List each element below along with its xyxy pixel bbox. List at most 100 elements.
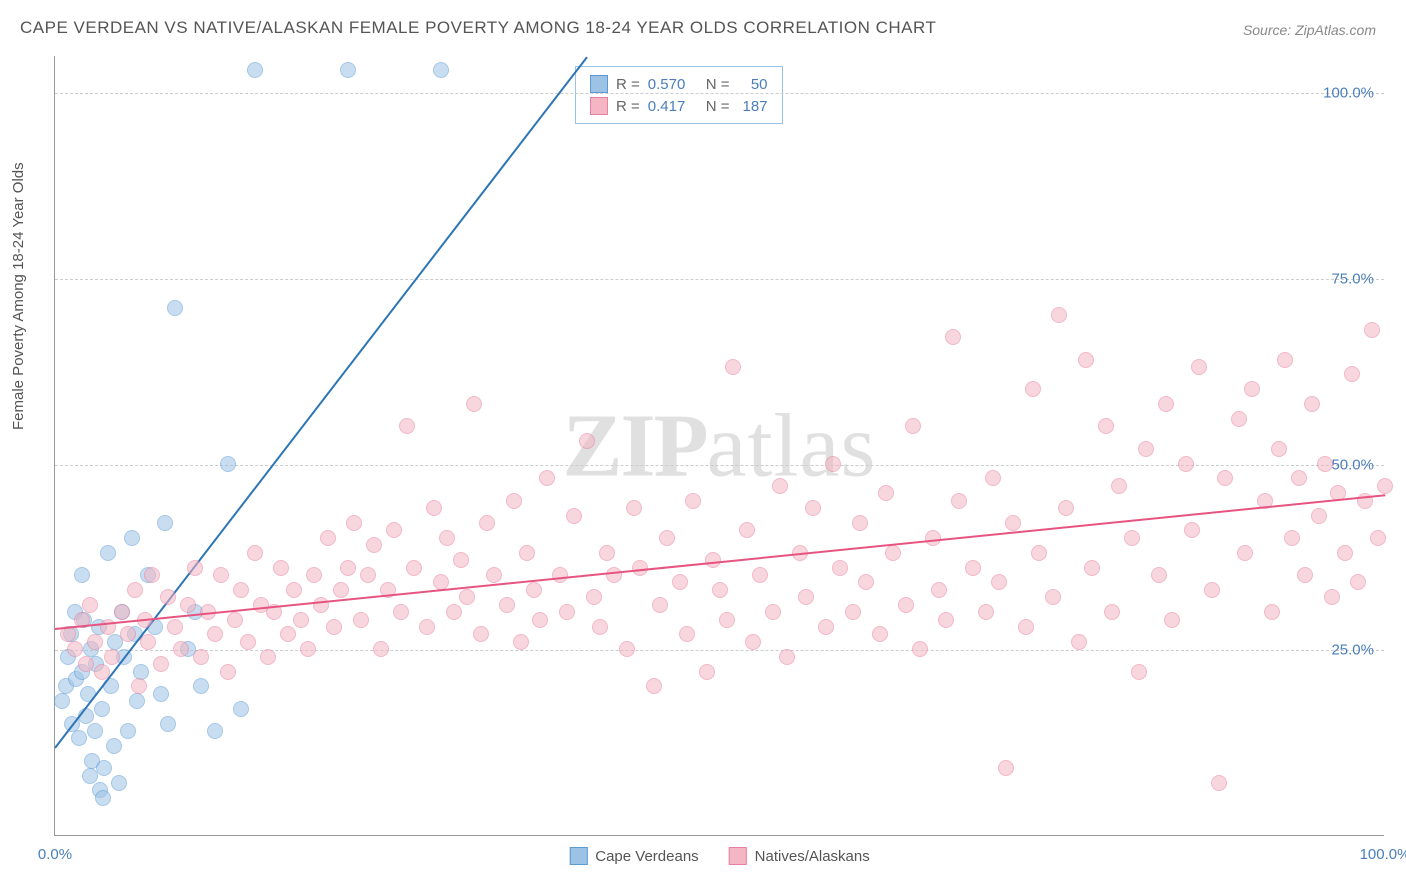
data-point <box>207 723 223 739</box>
data-point <box>220 664 236 680</box>
data-point <box>167 619 183 635</box>
data-point <box>1297 567 1313 583</box>
data-point <box>87 634 103 650</box>
data-point <box>699 664 715 680</box>
data-point <box>1151 567 1167 583</box>
data-point <box>306 567 322 583</box>
data-point <box>233 701 249 717</box>
legend-swatch <box>590 75 608 93</box>
chart-title: CAPE VERDEAN VS NATIVE/ALASKAN FEMALE PO… <box>20 18 936 38</box>
data-point <box>140 634 156 650</box>
data-point <box>1304 396 1320 412</box>
data-point <box>1051 307 1067 323</box>
data-point <box>599 545 615 561</box>
data-point <box>82 768 98 784</box>
data-point <box>712 582 728 598</box>
data-point <box>532 612 548 628</box>
data-point <box>466 396 482 412</box>
data-point <box>938 612 954 628</box>
data-point <box>1164 612 1180 628</box>
r-label: R = <box>616 76 640 93</box>
y-tick-label: 100.0% <box>1323 85 1374 102</box>
data-point <box>187 560 203 576</box>
data-point <box>978 604 994 620</box>
data-point <box>94 701 110 717</box>
series-legend: Cape VerdeansNatives/Alaskans <box>569 847 869 865</box>
data-point <box>925 530 941 546</box>
data-point <box>931 582 947 598</box>
legend-swatch <box>729 847 747 865</box>
data-point <box>207 626 223 642</box>
data-point <box>945 329 961 345</box>
legend-swatch <box>590 97 608 115</box>
data-point <box>1098 418 1114 434</box>
data-point <box>473 626 489 642</box>
source-attribution: Source: ZipAtlas.com <box>1243 22 1376 38</box>
data-point <box>1031 545 1047 561</box>
data-point <box>193 678 209 694</box>
data-point <box>1271 441 1287 457</box>
data-point <box>818 619 834 635</box>
data-point <box>652 597 668 613</box>
data-point <box>1178 456 1194 472</box>
data-point <box>286 582 302 598</box>
data-point <box>340 62 356 78</box>
y-tick-label: 25.0% <box>1331 642 1374 659</box>
data-point <box>313 597 329 613</box>
data-point <box>160 716 176 732</box>
data-point <box>526 582 542 598</box>
data-point <box>386 522 402 538</box>
data-point <box>280 626 296 642</box>
data-point <box>153 686 169 702</box>
data-point <box>233 582 249 598</box>
data-point <box>1311 508 1327 524</box>
n-label: N = <box>706 76 730 93</box>
data-point <box>340 560 356 576</box>
data-point <box>858 574 874 590</box>
data-point <box>459 589 475 605</box>
data-point <box>1244 381 1260 397</box>
data-point <box>453 552 469 568</box>
r-value: 0.570 <box>648 76 698 93</box>
data-point <box>129 693 145 709</box>
data-point <box>133 664 149 680</box>
trend-line <box>55 494 1385 630</box>
data-point <box>1124 530 1140 546</box>
r-value: 0.417 <box>648 98 698 115</box>
data-point <box>240 634 256 650</box>
data-point <box>167 300 183 316</box>
source-value: ZipAtlas.com <box>1295 22 1376 38</box>
data-point <box>1350 574 1366 590</box>
data-point <box>193 649 209 665</box>
data-point <box>685 493 701 509</box>
data-point <box>1045 589 1061 605</box>
data-point <box>320 530 336 546</box>
data-point <box>752 567 768 583</box>
data-point <box>71 730 87 746</box>
gridline <box>55 93 1384 94</box>
data-point <box>586 589 602 605</box>
data-point <box>772 478 788 494</box>
y-tick-label: 50.0% <box>1331 456 1374 473</box>
data-point <box>805 500 821 516</box>
legend-stat-row: R =0.417N =187 <box>590 95 768 117</box>
data-point <box>852 515 868 531</box>
data-point <box>1324 589 1340 605</box>
watermark: ZIPatlas <box>563 394 877 497</box>
data-point <box>333 582 349 598</box>
trend-line <box>54 56 588 748</box>
data-point <box>1071 634 1087 650</box>
data-point <box>506 493 522 509</box>
data-point <box>180 597 196 613</box>
data-point <box>1078 352 1094 368</box>
data-point <box>1284 530 1300 546</box>
data-point <box>399 418 415 434</box>
data-point <box>393 604 409 620</box>
data-point <box>479 515 495 531</box>
data-point <box>346 515 362 531</box>
data-point <box>912 641 928 657</box>
data-point <box>95 790 111 806</box>
gridline <box>55 650 1384 651</box>
data-point <box>513 634 529 650</box>
data-point <box>104 649 120 665</box>
